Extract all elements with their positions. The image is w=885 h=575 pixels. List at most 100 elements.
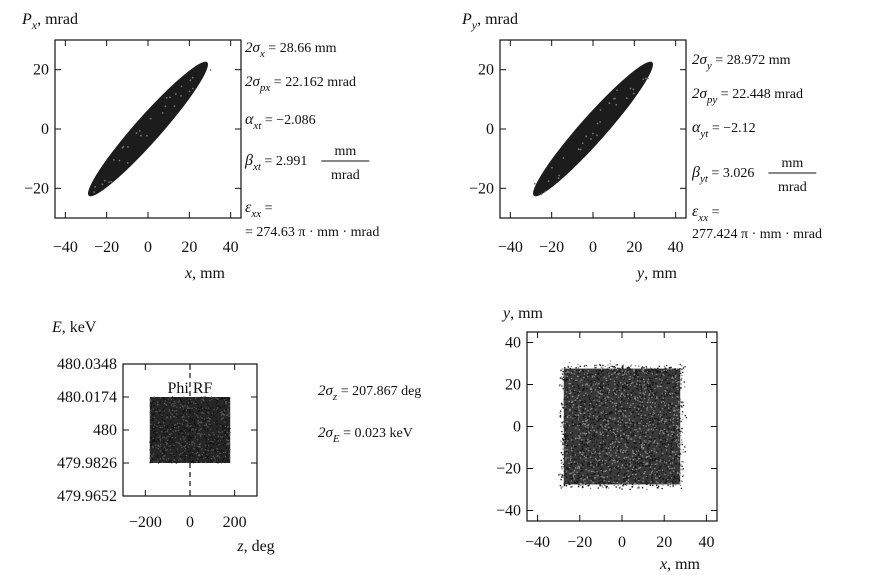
particle [163,412,165,414]
particle [657,470,660,473]
particle [627,470,629,472]
particle [682,461,685,463]
particle [647,465,649,467]
particle [662,469,664,472]
particle [223,405,226,407]
particle [582,370,585,373]
particle [173,460,176,462]
particle [203,418,206,420]
particle [635,369,638,371]
particle [593,375,595,378]
particle [660,441,662,443]
particle [217,409,219,412]
particle [613,467,616,469]
particle [585,388,588,390]
particle [619,459,621,462]
particle [162,440,165,442]
particle [607,387,609,390]
particle [159,458,162,460]
particle [648,419,651,421]
particle [228,439,230,442]
particle [609,472,611,474]
particle [595,464,598,466]
particle [572,379,575,382]
particle [646,425,649,428]
particle [614,433,617,435]
particle [586,375,589,378]
particle [577,475,580,477]
particle [650,386,652,389]
particle [651,372,654,375]
particle [605,423,608,426]
particle [637,483,640,486]
particle [647,382,650,385]
particle [646,476,648,479]
particle [563,483,565,485]
particle [165,437,168,439]
particle [159,426,161,429]
particle [171,396,174,398]
particle [180,458,182,461]
particle [599,477,602,480]
particle [588,396,591,398]
particle [166,442,169,445]
particle [648,438,651,441]
particle [670,448,672,450]
particle [654,392,656,394]
particle [608,468,611,471]
particle [579,449,582,452]
particle [579,148,582,151]
particle [625,465,628,468]
particle [589,438,592,441]
particle [646,77,649,80]
particle [610,441,613,443]
particle [586,431,589,434]
particle [151,455,154,457]
particle [667,465,670,468]
particle [634,462,637,465]
particle [574,401,577,404]
particle [212,440,214,443]
particle [665,465,668,467]
particle [656,473,659,475]
particle [640,445,643,448]
particle [183,438,185,440]
particle [621,397,623,400]
particle [153,413,155,415]
particle [657,403,660,406]
particle [194,412,196,415]
particle [170,460,172,463]
particle [224,451,227,453]
particle [649,436,651,438]
particle [208,409,210,412]
particle [615,432,617,434]
particle [160,397,162,399]
particle [578,472,580,475]
particle [203,435,206,438]
particle [598,460,600,463]
particle [589,375,592,377]
particle [599,442,602,444]
particle [190,437,192,439]
particle [639,385,642,387]
x-tick-label: 20 [626,239,642,256]
particle [566,452,568,454]
particle [584,420,587,422]
particle [609,458,611,460]
particle [605,377,607,379]
particle [582,385,585,388]
particle [210,441,212,443]
y-tick-label: 480.0174 [57,389,117,406]
particle [578,369,580,372]
particle [654,439,656,442]
particle [679,484,682,487]
particle [605,428,608,431]
particle [213,408,215,411]
annotation-line: 2σE = 0.023 keV [318,425,413,445]
particle [653,450,656,453]
particle [676,475,678,478]
particle [196,425,199,428]
particle [164,431,166,433]
particle [559,384,562,386]
